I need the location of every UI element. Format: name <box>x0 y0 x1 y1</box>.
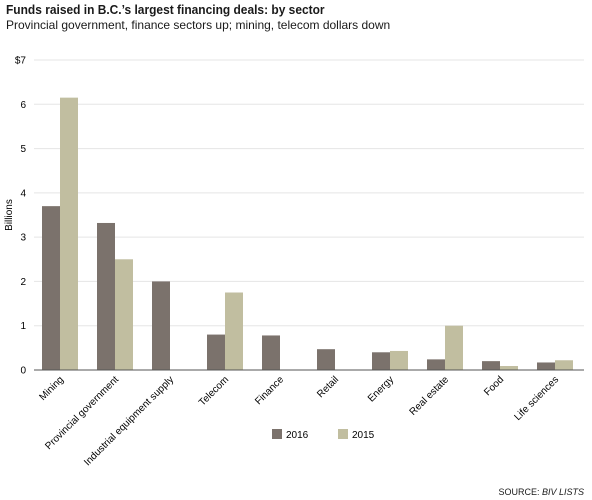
bar-2015-provincial-government <box>115 259 133 370</box>
bar-2015-energy <box>390 350 408 370</box>
y-tick-label: 4 <box>20 188 26 199</box>
y-axis-ticks: 0 1 2 3 4 5 6 $7 <box>15 56 27 377</box>
x-tick-label: Energy <box>366 374 396 404</box>
y-tick-label: 6 <box>20 100 26 111</box>
x-tick-label: Industrial equipment supply <box>82 374 176 468</box>
legend: 2016 2015 <box>272 429 375 441</box>
x-tick-label: Mining <box>38 374 67 403</box>
source-label: SOURCE: <box>498 487 540 497</box>
bar-2016-industrial-equipment-supply <box>152 281 170 370</box>
bar-2015-real-estate <box>445 325 463 370</box>
y-tick-label: $7 <box>15 56 27 67</box>
source-name: BIV LISTS <box>541 487 584 497</box>
bar-2016-food <box>482 361 500 370</box>
bar-2016-mining <box>42 206 60 370</box>
x-tick-label: Food <box>482 374 506 398</box>
bars <box>42 97 573 371</box>
y-tick-label: 0 <box>20 366 26 377</box>
chart-title: Funds raised in B.C.’s largest financing… <box>6 2 325 17</box>
y-tick-label: 1 <box>20 321 26 332</box>
bar-2015-food <box>500 366 518 370</box>
x-tick-label: Life sciences <box>512 374 561 423</box>
bar-2016-telecom <box>207 334 225 370</box>
chart-subtitle: Provincial government, finance sectors u… <box>6 18 391 32</box>
bar-2016-life-sciences <box>537 362 555 370</box>
bar-2016-retail <box>317 349 335 370</box>
bar-2016-real-estate <box>427 359 445 370</box>
bar-2016-energy <box>372 352 390 370</box>
source-note: SOURCE: BIV LISTS <box>498 487 584 497</box>
y-tick-label: 2 <box>20 277 26 288</box>
y-tick-label: 3 <box>20 233 26 244</box>
x-tick-label: Finance <box>253 374 286 407</box>
legend-swatch <box>272 429 282 439</box>
x-tick-label: Telecom <box>197 374 231 408</box>
x-tick-label: Retail <box>315 374 341 400</box>
bar-2015-life-sciences <box>555 360 573 370</box>
x-tick-label: Real estate <box>408 374 452 418</box>
bar-2016-provincial-government <box>97 222 115 370</box>
legend-label: 2016 <box>286 430 309 441</box>
bar-2015-telecom <box>225 292 243 370</box>
bar-2016-finance <box>262 335 280 370</box>
legend-swatch <box>338 429 348 439</box>
bar-2015-mining <box>60 97 78 371</box>
legend-label: 2015 <box>352 430 375 441</box>
y-tick-label: 5 <box>20 144 26 155</box>
y-axis-label: Billions <box>4 199 15 231</box>
